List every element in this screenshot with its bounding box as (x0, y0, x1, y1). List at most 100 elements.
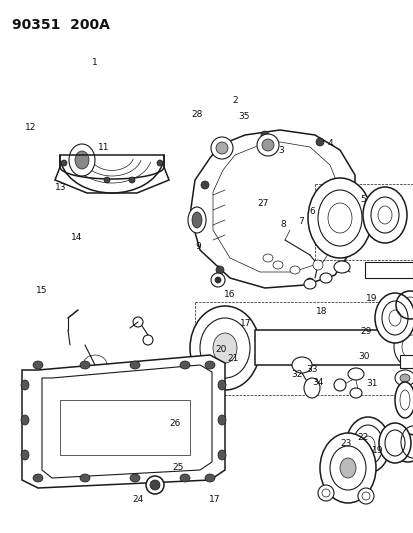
Ellipse shape (334, 379, 346, 391)
Ellipse shape (188, 207, 206, 233)
Ellipse shape (395, 382, 413, 418)
Ellipse shape (318, 485, 334, 501)
Text: 29: 29 (361, 327, 372, 336)
Ellipse shape (379, 423, 411, 463)
Ellipse shape (33, 361, 43, 369)
Text: 22: 22 (358, 433, 369, 441)
Ellipse shape (218, 450, 226, 460)
Ellipse shape (320, 433, 376, 503)
Ellipse shape (273, 261, 283, 269)
Text: 18: 18 (316, 308, 328, 316)
Ellipse shape (136, 436, 150, 450)
Ellipse shape (211, 273, 225, 287)
Ellipse shape (262, 139, 274, 151)
Ellipse shape (39, 450, 45, 456)
Text: 8: 8 (280, 221, 286, 229)
Ellipse shape (146, 476, 164, 494)
Ellipse shape (375, 293, 413, 343)
Text: 90351  200A: 90351 200A (12, 18, 110, 32)
Ellipse shape (346, 417, 390, 473)
Text: 25: 25 (173, 464, 184, 472)
Ellipse shape (216, 266, 224, 274)
Ellipse shape (340, 458, 356, 478)
Ellipse shape (304, 279, 316, 289)
Ellipse shape (395, 370, 413, 386)
Ellipse shape (358, 488, 374, 504)
Ellipse shape (205, 361, 215, 369)
Ellipse shape (21, 415, 29, 425)
Polygon shape (365, 262, 413, 278)
Text: 21: 21 (228, 354, 239, 362)
Ellipse shape (400, 374, 410, 382)
Ellipse shape (152, 460, 158, 466)
Bar (60, 400, 190, 455)
Text: 11: 11 (97, 143, 109, 152)
Ellipse shape (205, 474, 215, 482)
Ellipse shape (75, 151, 89, 169)
Ellipse shape (263, 254, 273, 262)
Ellipse shape (350, 388, 362, 398)
Text: 28: 28 (192, 110, 203, 119)
Ellipse shape (80, 474, 90, 482)
Ellipse shape (190, 306, 260, 390)
Ellipse shape (306, 278, 314, 286)
Ellipse shape (180, 474, 190, 482)
Ellipse shape (257, 134, 279, 156)
Text: 17: 17 (240, 319, 252, 328)
Ellipse shape (61, 160, 67, 166)
Ellipse shape (157, 160, 163, 166)
Polygon shape (400, 355, 413, 368)
Ellipse shape (313, 260, 323, 270)
Text: 4: 4 (328, 140, 333, 148)
Ellipse shape (292, 357, 312, 373)
Text: 9: 9 (195, 242, 201, 251)
Text: 35: 35 (239, 112, 250, 120)
Ellipse shape (211, 137, 233, 159)
Text: 17: 17 (209, 496, 221, 504)
Ellipse shape (91, 417, 99, 427)
Text: 15: 15 (36, 286, 47, 295)
Ellipse shape (261, 131, 269, 139)
Ellipse shape (216, 142, 228, 154)
Text: 20: 20 (215, 345, 227, 353)
Ellipse shape (394, 327, 413, 367)
Ellipse shape (50, 450, 60, 460)
Text: 12: 12 (24, 124, 36, 132)
Text: 3: 3 (278, 146, 284, 155)
Polygon shape (28, 440, 165, 472)
Ellipse shape (130, 361, 140, 369)
Ellipse shape (129, 177, 135, 183)
Bar (255, 330, 410, 365)
Text: 27: 27 (258, 199, 269, 208)
Ellipse shape (135, 450, 145, 460)
Text: 34: 34 (312, 378, 324, 387)
Text: 24: 24 (133, 496, 144, 504)
Ellipse shape (304, 378, 320, 398)
Text: 7: 7 (299, 217, 304, 225)
Text: 14: 14 (71, 233, 82, 241)
Ellipse shape (104, 177, 110, 183)
Text: 33: 33 (306, 365, 318, 374)
Ellipse shape (218, 380, 226, 390)
Text: 2: 2 (233, 96, 238, 104)
Ellipse shape (21, 450, 29, 460)
Ellipse shape (152, 450, 158, 456)
Text: 1: 1 (92, 58, 98, 67)
Text: 26: 26 (170, 419, 181, 428)
Ellipse shape (348, 368, 364, 380)
Ellipse shape (33, 474, 43, 482)
Ellipse shape (180, 361, 190, 369)
Ellipse shape (21, 380, 29, 390)
Ellipse shape (218, 415, 226, 425)
Polygon shape (190, 130, 355, 288)
Ellipse shape (363, 187, 407, 243)
Text: 5: 5 (361, 196, 366, 204)
Ellipse shape (130, 474, 140, 482)
Ellipse shape (290, 266, 300, 274)
Ellipse shape (213, 333, 237, 363)
Ellipse shape (39, 460, 45, 466)
Polygon shape (22, 355, 225, 488)
Text: 19: 19 (366, 294, 377, 303)
Ellipse shape (201, 181, 209, 189)
Text: 16: 16 (223, 290, 235, 298)
